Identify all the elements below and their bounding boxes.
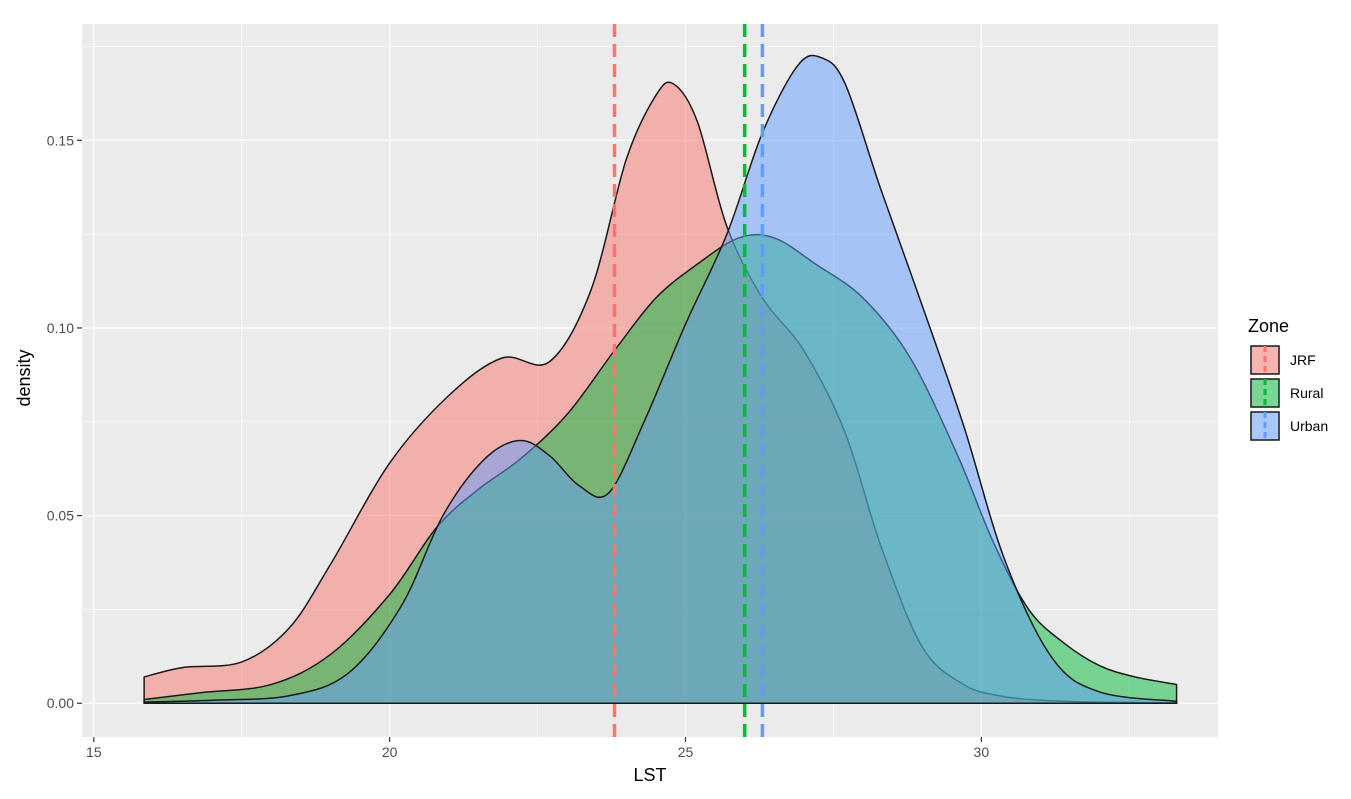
x-tick-label: 15	[86, 744, 102, 760]
density-areas	[143, 54, 1178, 704]
density-area-urban	[143, 54, 1178, 704]
y-axis-title: density	[14, 349, 34, 406]
x-tick-label: 20	[382, 744, 398, 760]
x-axis-title: LST	[633, 765, 666, 785]
legend-label-jrf: JRF	[1290, 352, 1316, 368]
legend-label-urban: Urban	[1290, 418, 1328, 434]
legend: Zone JRF Rural Urban	[1248, 316, 1328, 441]
y-axis: 0.00 0.05 0.10 0.15	[47, 132, 82, 711]
y-tick-label: 0.05	[47, 508, 74, 524]
y-tick-label: 0.15	[47, 132, 74, 148]
y-tick-label: 0.10	[47, 320, 74, 336]
x-tick-label: 25	[678, 744, 694, 760]
legend-label-rural: Rural	[1290, 385, 1323, 401]
x-tick-label: 30	[974, 744, 990, 760]
legend-title: Zone	[1248, 316, 1289, 336]
y-tick-label: 0.00	[47, 695, 74, 711]
x-axis: 15 20 25 30	[86, 737, 989, 760]
